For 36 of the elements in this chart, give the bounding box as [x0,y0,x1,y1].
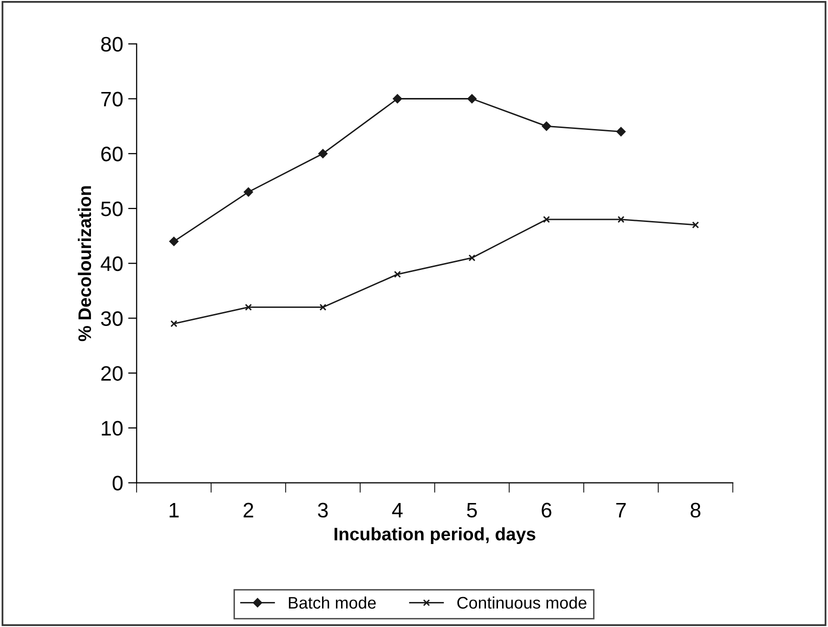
point [318,148,328,158]
y-tick-label: 30 [101,311,123,326]
point [392,94,402,104]
x-tick-label: 3 [318,502,328,518]
point [542,122,552,131]
point [543,216,550,223]
point [244,187,254,197]
y-tick-label: 50 [101,201,123,216]
point [319,304,326,311]
x-tick-label: 2 [244,502,254,518]
y-tick-label: 80 [101,36,123,52]
y-tick-label: 40 [100,256,123,272]
point [170,320,178,328]
y-tick-label: 60 [101,146,123,162]
y-tick-label: 0 [112,476,123,491]
x-axis-title: Incubation period, days [334,527,536,544]
point [618,216,624,223]
point [169,236,179,246]
legend-label: Batch mode [288,596,376,609]
point [468,254,476,262]
y-tick-label: 10 [102,420,123,436]
x-tick-label: 4 [392,503,403,518]
legend-label: Continuous mode [457,596,586,609]
x-tick-label: 1 [170,503,179,518]
point [692,221,699,228]
point [616,127,626,136]
x-tick-label: 7 [616,503,626,518]
x-tick-label: 8 [690,502,700,518]
x-tick-label: 5 [467,503,477,518]
y-axis-title: % Decolourization [78,186,92,342]
x-tick-label: 6 [542,502,552,518]
y-tick-label: 20 [101,366,123,381]
point [467,94,477,104]
point [244,304,252,311]
point [394,270,401,278]
y-tick-label: 70 [101,92,123,107]
